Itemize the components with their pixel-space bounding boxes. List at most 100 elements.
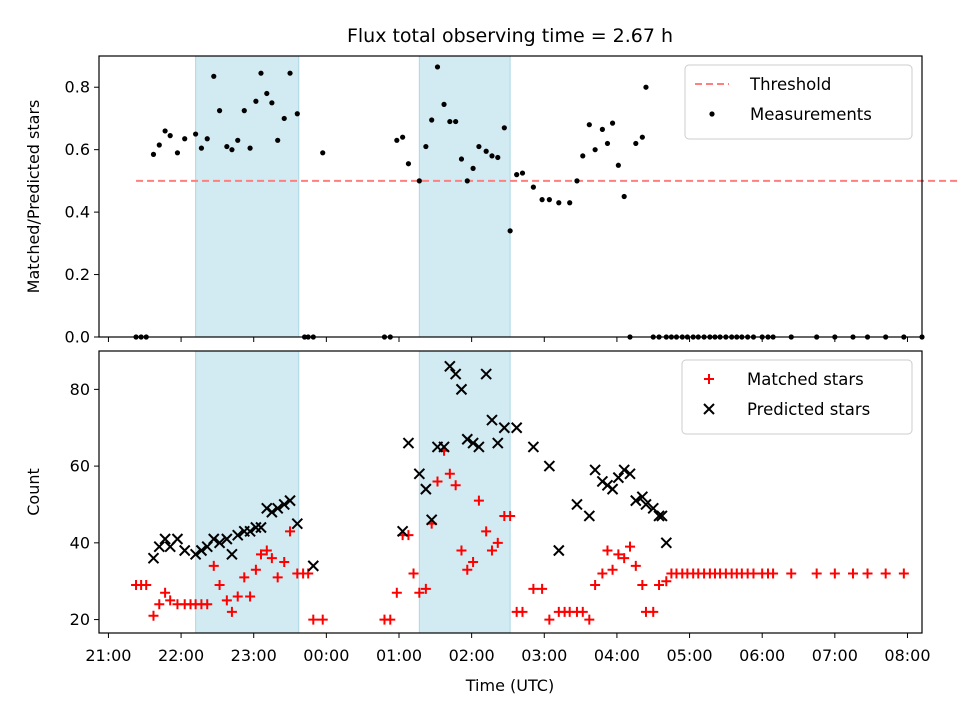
data-point (279, 557, 290, 568)
data-point (198, 145, 205, 151)
data-point (266, 506, 278, 518)
data-point (416, 178, 422, 184)
data-point (307, 560, 319, 572)
data-point (444, 360, 456, 373)
legend-swatch (709, 111, 715, 117)
data-point (492, 537, 503, 548)
data-point (400, 134, 406, 140)
data-point (604, 140, 611, 147)
data-point (768, 568, 779, 579)
data-point (517, 606, 528, 617)
data-point (898, 568, 909, 579)
data-point (275, 137, 281, 143)
data-point (640, 498, 652, 511)
data-point (211, 73, 217, 79)
x-tick-label: 02:00 (449, 646, 495, 665)
data-point (584, 614, 595, 625)
data-point (847, 568, 858, 579)
shaded-span (195, 350, 300, 634)
data-point (167, 133, 173, 139)
data-point (571, 498, 583, 511)
x-tick-label: 00:00 (303, 646, 349, 665)
data-point (862, 568, 873, 579)
x-tick-label: 07:00 (812, 646, 858, 665)
data-point (232, 529, 244, 541)
x-axis-label: Time (UTC) (465, 676, 554, 695)
data-point (255, 521, 267, 534)
data-point (444, 468, 455, 479)
data-point (458, 156, 465, 162)
y-tick-label: 0.6 (65, 140, 90, 159)
data-point (232, 591, 243, 602)
data-point (258, 70, 264, 76)
data-point (613, 549, 624, 560)
data-point (589, 464, 601, 476)
data-point (580, 153, 586, 159)
data-point (154, 599, 165, 610)
legend-box (681, 359, 913, 435)
data-point (615, 162, 621, 168)
data-point (456, 545, 467, 556)
legend-label: Threshold (749, 75, 831, 94)
data-point (253, 98, 259, 104)
data-point (438, 441, 450, 453)
data-point (530, 184, 536, 190)
x-tick-label: 01:00 (376, 646, 422, 665)
data-point (567, 200, 573, 206)
data-point (391, 587, 402, 598)
legend: Matched stars Predicted stars (681, 359, 913, 435)
y-tick-label: 0.8 (65, 78, 90, 97)
data-point (425, 514, 438, 526)
data-point (204, 136, 210, 142)
data-point (546, 197, 552, 203)
data-point (162, 128, 168, 134)
data-point (537, 583, 548, 594)
data-point (148, 610, 159, 621)
data-point (527, 441, 540, 453)
data-point (434, 64, 441, 70)
data-point (501, 125, 507, 131)
data-point (284, 494, 296, 507)
data-point (481, 526, 492, 537)
data-point (577, 606, 588, 617)
data-point (467, 437, 479, 449)
series-matched-stars (131, 445, 909, 625)
data-point (216, 108, 223, 114)
data-point (470, 165, 476, 171)
legend-swatch (703, 403, 715, 415)
data-point (599, 126, 605, 132)
data-point (165, 595, 176, 606)
data-point (514, 172, 520, 178)
data-point (189, 548, 202, 561)
data-point (660, 537, 673, 549)
data-point (247, 145, 253, 151)
data-point (174, 150, 181, 156)
y-axis-label: Matched/Predicted stars (24, 100, 43, 294)
data-point (432, 476, 443, 487)
data-point (179, 544, 191, 557)
data-point (590, 580, 601, 591)
data-point (171, 533, 184, 545)
data-point (241, 108, 247, 114)
data-point (483, 148, 489, 154)
data-point (272, 572, 283, 583)
data-point (630, 494, 642, 507)
data-point (476, 143, 482, 150)
data-point (505, 510, 516, 521)
x-tick-label: 03:00 (521, 646, 567, 665)
axes-frame (98, 55, 923, 338)
data-point (583, 510, 596, 522)
data-point (447, 118, 453, 125)
data-point (441, 101, 447, 107)
data-point (609, 120, 616, 126)
data-point (612, 471, 625, 484)
data-point (624, 541, 635, 552)
data-point (287, 70, 293, 76)
data-point (648, 606, 659, 617)
data-point (586, 122, 592, 128)
data-point (455, 383, 468, 396)
data-point (159, 533, 171, 545)
data-point (285, 526, 296, 537)
series-predicted-stars (147, 360, 673, 572)
data-point (643, 84, 649, 90)
